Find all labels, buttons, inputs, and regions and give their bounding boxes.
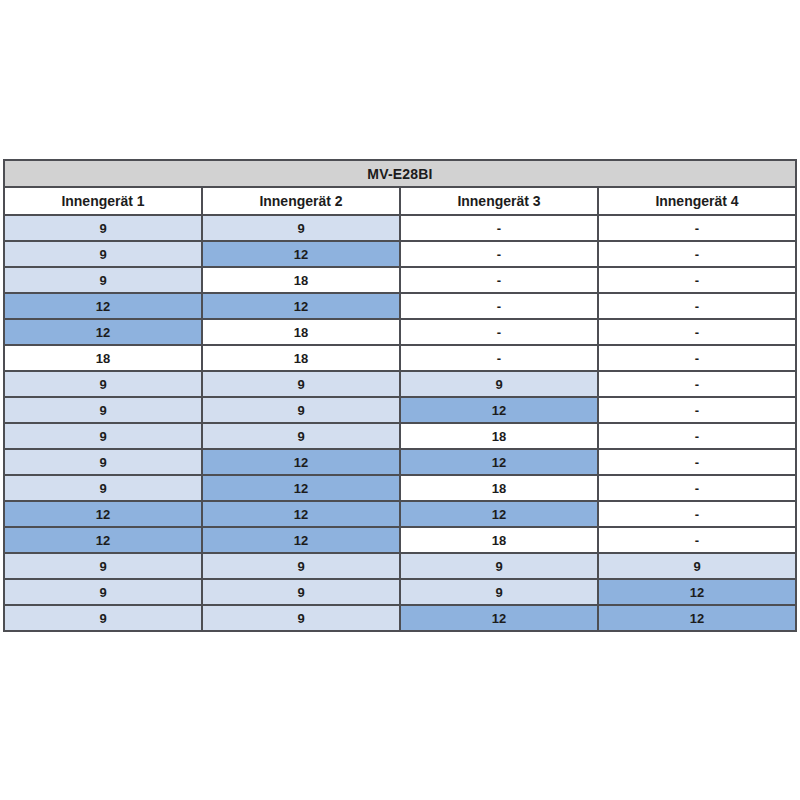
table-cell: 12 — [4, 527, 202, 553]
table-row: 918-- — [4, 267, 796, 293]
table-cell: 12 — [202, 449, 400, 475]
table-row: 9999 — [4, 553, 796, 579]
table-row: 9918- — [4, 423, 796, 449]
table-cell: 12 — [4, 293, 202, 319]
table-cell: - — [598, 345, 796, 371]
table-cell: - — [598, 293, 796, 319]
table-cell: 18 — [202, 267, 400, 293]
table-row: 912-- — [4, 241, 796, 267]
table-cell: 9 — [4, 215, 202, 241]
table-cell: 9 — [4, 267, 202, 293]
table-cell: 18 — [400, 423, 598, 449]
table-cell: 18 — [4, 345, 202, 371]
table-row: 991212 — [4, 605, 796, 631]
column-header-innengeraet-4: Innengerät 4 — [598, 187, 796, 215]
table-cell: - — [598, 267, 796, 293]
table-cell: 9 — [4, 423, 202, 449]
table-cell: 9 — [202, 423, 400, 449]
table-cell: - — [400, 215, 598, 241]
table-row: 91218- — [4, 475, 796, 501]
column-header-innengeraet-1: Innengerät 1 — [4, 187, 202, 215]
table-header-row: Innengerät 1 Innengerät 2 Innengerät 3 I… — [4, 187, 796, 215]
table-cell: 18 — [400, 527, 598, 553]
table-cell: - — [400, 319, 598, 345]
column-header-innengeraet-3: Innengerät 3 — [400, 187, 598, 215]
table-row: 99-- — [4, 215, 796, 241]
table-cell: 9 — [202, 553, 400, 579]
table-row: 99912 — [4, 579, 796, 605]
table-cell: - — [598, 423, 796, 449]
table-cell: 9 — [4, 605, 202, 631]
table-cell: - — [400, 293, 598, 319]
table-cell: 9 — [598, 553, 796, 579]
table-cell: 12 — [400, 605, 598, 631]
table-cell: 12 — [202, 293, 400, 319]
table-cell: - — [400, 241, 598, 267]
page: MV-E28BI Innengerät 1 Innengerät 2 Innen… — [0, 0, 800, 800]
table-row: 121218- — [4, 527, 796, 553]
table-cell: 12 — [400, 397, 598, 423]
table-row: 1818-- — [4, 345, 796, 371]
table-title-row: MV-E28BI — [4, 160, 796, 187]
indoor-unit-capacity-table: MV-E28BI Innengerät 1 Innengerät 2 Innen… — [3, 159, 797, 632]
table-cell: 9 — [4, 475, 202, 501]
table-cell: 12 — [598, 579, 796, 605]
table-cell: 12 — [400, 501, 598, 527]
table-cell: 9 — [4, 579, 202, 605]
table-row: 1218-- — [4, 319, 796, 345]
table-cell: - — [598, 449, 796, 475]
table-body: 99--912--918--1212--1218--1818--999-9912… — [4, 215, 796, 631]
table-cell: 18 — [202, 345, 400, 371]
table-cell: - — [598, 527, 796, 553]
table-cell: - — [598, 215, 796, 241]
table-cell: 9 — [400, 553, 598, 579]
table-cell: 18 — [400, 475, 598, 501]
column-header-innengeraet-2: Innengerät 2 — [202, 187, 400, 215]
table-cell: 12 — [400, 449, 598, 475]
table-cell: 9 — [202, 397, 400, 423]
table-cell: - — [400, 267, 598, 293]
table-cell: 12 — [202, 475, 400, 501]
table-cell: - — [400, 345, 598, 371]
table-row: 999- — [4, 371, 796, 397]
table-cell: 9 — [4, 449, 202, 475]
table-cell: - — [598, 241, 796, 267]
table-cell: 9 — [4, 397, 202, 423]
table-cell: 9 — [400, 371, 598, 397]
table-cell: 9 — [202, 371, 400, 397]
table-row: 1212-- — [4, 293, 796, 319]
table-cell: 9 — [202, 605, 400, 631]
table-cell: 9 — [202, 579, 400, 605]
table-cell: 9 — [202, 215, 400, 241]
table-cell: - — [598, 319, 796, 345]
table-cell: - — [598, 501, 796, 527]
table-cell: 9 — [4, 241, 202, 267]
table-cell: - — [598, 371, 796, 397]
table-cell: 12 — [202, 241, 400, 267]
table-row: 91212- — [4, 449, 796, 475]
table-row: 9912- — [4, 397, 796, 423]
table-title: MV-E28BI — [4, 160, 796, 187]
table-cell: 9 — [4, 553, 202, 579]
table-cell: - — [598, 397, 796, 423]
table-cell: - — [598, 475, 796, 501]
table-cell: 12 — [4, 319, 202, 345]
table-cell: 12 — [202, 501, 400, 527]
table-cell: 9 — [4, 371, 202, 397]
table-cell: 18 — [202, 319, 400, 345]
table-head: MV-E28BI Innengerät 1 Innengerät 2 Innen… — [4, 160, 796, 215]
table-row: 121212- — [4, 501, 796, 527]
table-cell: 12 — [4, 501, 202, 527]
table-cell: 9 — [400, 579, 598, 605]
table-cell: 12 — [202, 527, 400, 553]
table-cell: 12 — [598, 605, 796, 631]
